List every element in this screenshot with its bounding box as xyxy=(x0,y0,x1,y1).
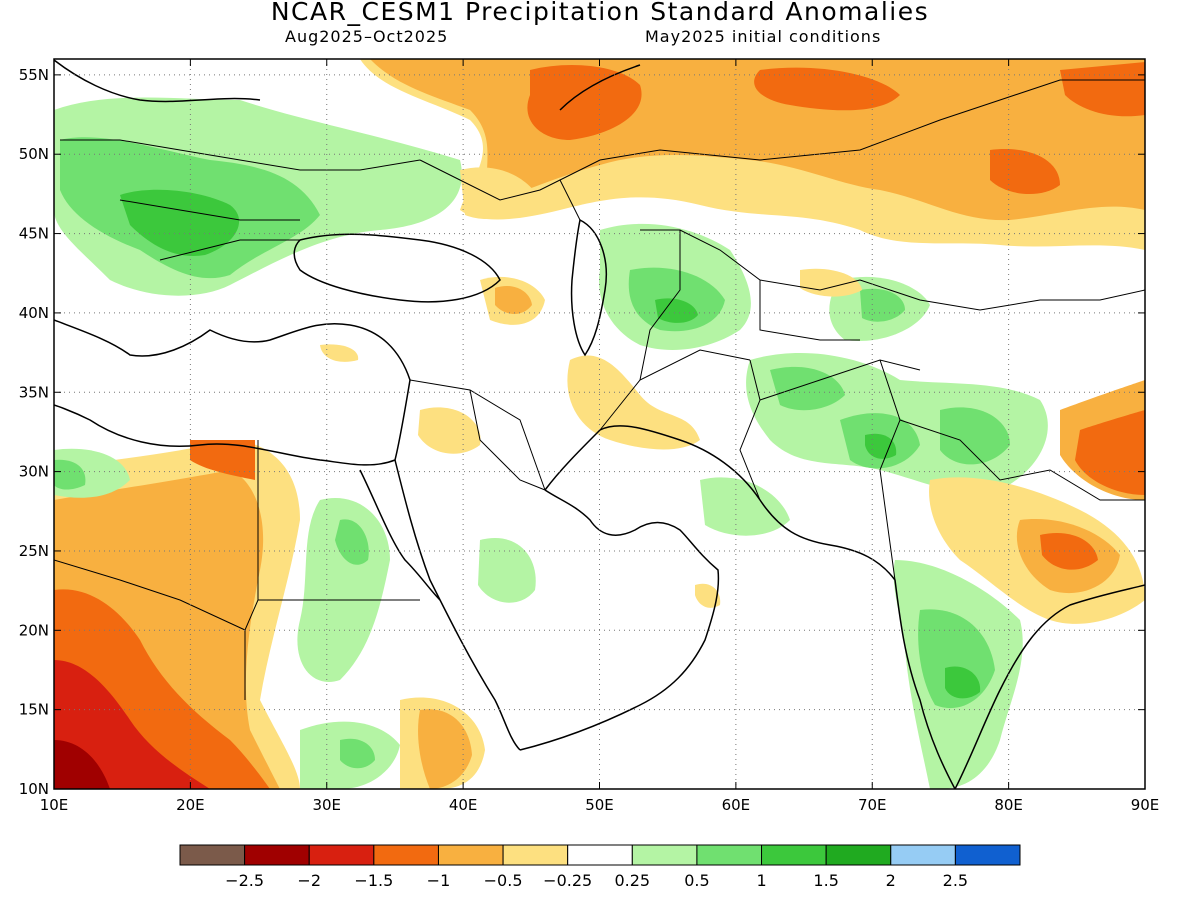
wet-region-nejd xyxy=(478,538,536,603)
colorbar-label: 1.5 xyxy=(813,871,838,890)
colorbar-swatch xyxy=(308,844,375,866)
lat-tick-label: 40N xyxy=(19,304,49,322)
colorbar-label: 2.5 xyxy=(943,871,968,890)
lat-tick-label: 20N xyxy=(19,621,49,639)
colorbar-swatch xyxy=(179,844,246,866)
colorbar-swatch xyxy=(954,844,1021,866)
lat-tick-label: 55N xyxy=(19,66,49,84)
dry-region-caspian xyxy=(460,167,540,220)
colorbar-swatch xyxy=(761,844,827,866)
lon-tick-label: 60E xyxy=(722,796,751,814)
dry-region-turkey xyxy=(320,344,359,362)
colorbar-swatch xyxy=(373,844,439,866)
wet-peak-pakistan xyxy=(865,433,897,459)
dry-peak-mongolia xyxy=(990,149,1060,195)
wet-peak-india xyxy=(945,666,981,699)
colorbar-swatch xyxy=(437,844,504,866)
lon-tick-label: 40E xyxy=(449,796,478,814)
wet-core-africa-coast xyxy=(340,738,375,769)
colorbar-swatch xyxy=(631,844,698,866)
lat-tick-label: 30N xyxy=(19,463,49,481)
lat-tick-label: 25N xyxy=(19,542,49,560)
dry-core-caucasus xyxy=(495,285,532,315)
lat-tick-label: 50N xyxy=(19,145,49,163)
wet-core-himalaya xyxy=(940,407,1010,465)
dry-peak-chad-core xyxy=(54,660,210,789)
colorbar-swatch xyxy=(696,844,763,866)
lon-tick-label: 70E xyxy=(858,796,887,814)
colorbar-label: −1 xyxy=(427,871,451,890)
colorbar xyxy=(179,844,1021,866)
lat-tick-label: 10N xyxy=(19,780,49,798)
colorbar-label: −0.25 xyxy=(543,871,592,890)
colorbar-label: −0.5 xyxy=(484,871,523,890)
colorbar-label: 0.25 xyxy=(614,871,650,890)
wet-core-tajik xyxy=(860,288,905,322)
wet-core-arabia xyxy=(335,519,369,565)
lat-tick-label: 15N xyxy=(19,701,49,719)
map-title: NCAR_CESM1 Precipitation Standard Anomal… xyxy=(270,0,930,26)
dry-region-levant xyxy=(418,407,481,454)
lon-tick-label: 50E xyxy=(585,796,614,814)
dry-peak-east xyxy=(1060,62,1145,117)
lon-tick-label: 90E xyxy=(1131,796,1160,814)
gridlines xyxy=(54,59,1145,789)
dry-peak-volga xyxy=(527,65,642,140)
colorbar-label: 0.5 xyxy=(684,871,709,890)
colorbar-swatch xyxy=(567,844,633,866)
colorbar-swatch xyxy=(825,844,892,866)
dry-core-ethiopia xyxy=(418,709,472,789)
lat-tick-label: 35N xyxy=(19,383,49,401)
colorbar-label: −2 xyxy=(297,871,321,890)
lat-tick-label: 45N xyxy=(19,225,49,243)
lon-tick-label: 20E xyxy=(176,796,205,814)
lon-tick-label: 30E xyxy=(312,796,341,814)
wet-peak-central-asia xyxy=(655,298,698,323)
forecast-period: Aug2025–Oct2025 xyxy=(285,27,449,46)
colorbar-swatch xyxy=(502,844,569,866)
colorbar-label: 1 xyxy=(756,871,766,890)
colorbar-swatch xyxy=(890,844,956,866)
anomaly-field xyxy=(54,59,1145,789)
dry-region-iran xyxy=(567,355,700,450)
dry-peak-siberia xyxy=(754,67,900,111)
country-borders xyxy=(54,79,1145,700)
colorbar-label: −1.5 xyxy=(354,871,393,890)
wet-peak-danube xyxy=(120,189,240,256)
longitude-axis: 10E 20E 30E 40E 50E 60E 70E 80E 90E xyxy=(40,59,1160,814)
dry-region-yemen xyxy=(695,583,721,608)
initial-conditions: May2025 initial conditions xyxy=(645,27,882,46)
dry-core-tibet xyxy=(1075,410,1145,495)
lon-tick-label: 10E xyxy=(40,796,69,814)
dry-peak-libya xyxy=(190,440,255,480)
wet-region-oman xyxy=(700,477,790,536)
wet-core-libya xyxy=(54,459,86,490)
dry-peak-chad-extreme xyxy=(54,740,110,789)
colorbar-label: 2 xyxy=(886,871,896,890)
lon-tick-label: 80E xyxy=(994,796,1023,814)
coastlines xyxy=(54,59,1145,789)
colorbar-swatch xyxy=(244,844,310,866)
colorbar-labels: −2.5 −2 −1.5 −1 −0.5 −0.25 0.25 0.5 1 1.5 2 2.5 xyxy=(225,871,968,890)
colorbar-label: −2.5 xyxy=(225,871,264,890)
latitude-axis: 10N 15N 20N 25N 30N 35N 40N 45N 50N 55N xyxy=(19,66,1145,798)
